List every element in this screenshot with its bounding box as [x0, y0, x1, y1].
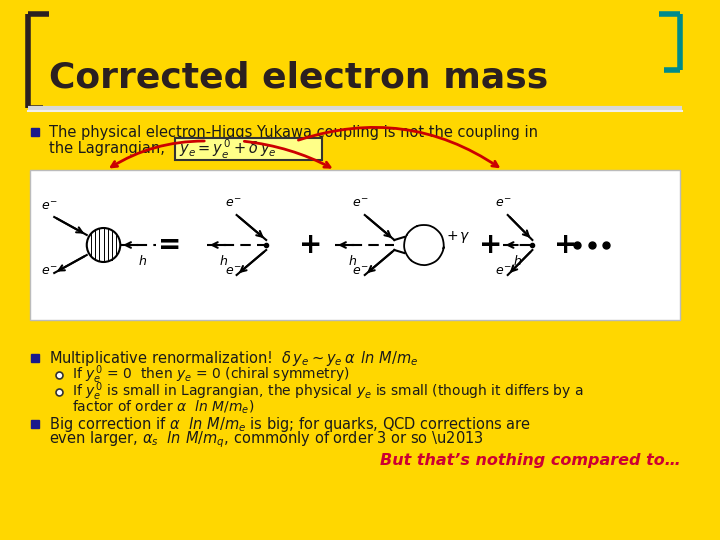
Text: +: + [480, 231, 503, 259]
Text: +: + [299, 231, 323, 259]
Text: Multiplicative renormalization!  $\delta\, y_e \sim y_e\, \alpha\,$ $\it{ln\ M/m: Multiplicative renormalization! $\delta\… [49, 348, 419, 368]
Text: $e^{-}$: $e^{-}$ [42, 200, 58, 213]
Circle shape [86, 228, 120, 262]
Text: Big correction if $\alpha$  $\it{ln\ M/m_e}$ is big; for quarks, QCD corrections: Big correction if $\alpha$ $\it{ln\ M/m_… [49, 415, 531, 434]
Text: If $y_e^{\,0}$ = 0  then $y_e$ = 0 (chiral symmetry): If $y_e^{\,0}$ = 0 then $y_e$ = 0 (chira… [72, 364, 349, 386]
Text: $e^{-}$: $e^{-}$ [495, 197, 511, 210]
Text: $e^{-}$: $e^{-}$ [225, 197, 241, 210]
Text: $e^{-}$: $e^{-}$ [42, 265, 58, 278]
Text: $h$: $h$ [348, 254, 357, 268]
Text: $h$: $h$ [513, 254, 522, 268]
Text: the Lagrangian;: the Lagrangian; [49, 141, 166, 157]
Text: $+\,\gamma$: $+\,\gamma$ [446, 229, 470, 245]
Text: $h$: $h$ [219, 254, 228, 268]
Text: even larger, $\alpha_s$  $\it{ln\ M/m_q}$, commonly of order 3 or so \u2013: even larger, $\alpha_s$ $\it{ln\ M/m_q}$… [49, 430, 484, 450]
Text: $y_e = y_e^{\,0} + \delta\, y_e$: $y_e = y_e^{\,0} + \delta\, y_e$ [179, 137, 277, 160]
Text: If $y_e^{\,0}$ is small in Lagrangian, the physical $y_e$ is small (though it di: If $y_e^{\,0}$ is small in Lagrangian, t… [72, 381, 584, 403]
Text: +: + [554, 231, 577, 259]
Text: $e^{-}$: $e^{-}$ [225, 265, 241, 278]
Text: But that’s nothing compared to…: But that’s nothing compared to… [379, 453, 680, 468]
FancyBboxPatch shape [30, 170, 680, 320]
Text: The physical electron-Higgs Yukawa coupling is not the coupling in: The physical electron-Higgs Yukawa coupl… [49, 125, 539, 139]
FancyBboxPatch shape [174, 138, 323, 160]
Text: $e^{-}$: $e^{-}$ [495, 265, 511, 278]
Text: $e^{-}$: $e^{-}$ [352, 197, 369, 210]
Text: $e^{-}$: $e^{-}$ [352, 265, 369, 278]
Text: $h$: $h$ [138, 254, 147, 268]
Text: =: = [158, 231, 181, 259]
Text: factor of order $\alpha$  $\it{ln\ M/m_e}$): factor of order $\alpha$ $\it{ln\ M/m_e}… [72, 399, 254, 416]
Text: Corrected electron mass: Corrected electron mass [49, 61, 549, 95]
